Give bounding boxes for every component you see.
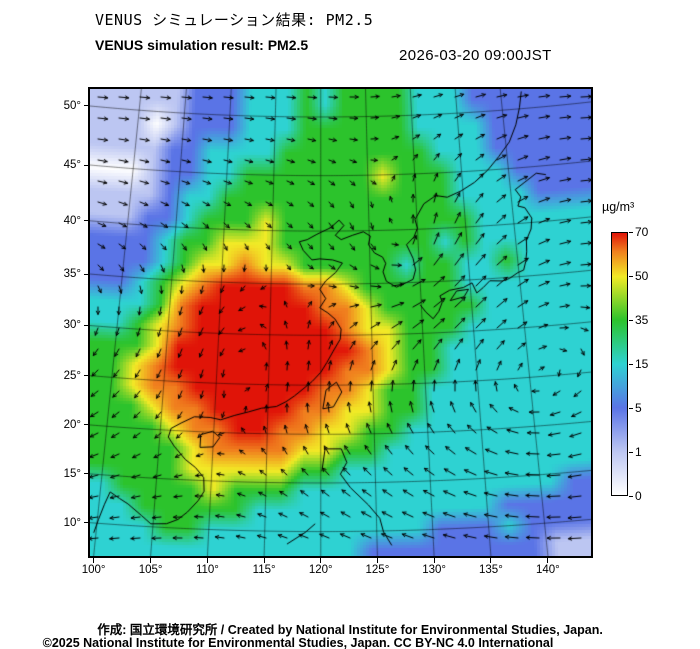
colorbar-tick-label: 50: [635, 269, 649, 283]
lon-tick-mark: [150, 558, 152, 563]
colorbar-tick-mark: [629, 407, 633, 409]
lon-tick-label: 105°: [138, 564, 163, 576]
pm25-map-canvas: [90, 89, 591, 556]
lon-tick-label: 110°: [195, 564, 219, 576]
lon-tick-label: 130°: [422, 564, 447, 576]
map-frame: [88, 87, 593, 558]
colorbar-tick-mark: [629, 319, 633, 321]
lon-tick-mark: [433, 558, 435, 563]
lon-tick-label: 115°: [252, 564, 276, 576]
lon-tick-mark: [490, 558, 492, 563]
colorbar-tick-mark: [629, 363, 633, 365]
colorbar-tick-label: 5: [635, 401, 642, 415]
license-line: ©2025 National Institute for Environment…: [42, 636, 554, 649]
colorbar-tick-label: 15: [635, 357, 649, 371]
colorbar-tick-mark: [629, 275, 633, 277]
lon-tick-label: 135°: [479, 564, 503, 576]
lat-tick-label: 40°: [63, 214, 81, 227]
colorbar-tick-mark: [629, 451, 633, 453]
colorbar-tick-label: 1: [635, 445, 642, 459]
colorbar-tick-label: 0: [635, 489, 642, 503]
colorbar-tick-mark: [629, 231, 633, 233]
lat-tick-label: 45°: [63, 159, 81, 171]
colorbar-unit-label: µg/m³: [602, 200, 635, 214]
colorbar-gradient: [611, 232, 628, 496]
lon-tick-mark: [320, 558, 322, 563]
lon-tick-label: 120°: [308, 564, 333, 576]
lat-tick-label: 10°: [63, 516, 81, 529]
valid-time-label: 2026-03-20 09:00JST: [399, 47, 552, 64]
lat-tick-label: 15°: [63, 467, 81, 480]
lon-tick-label: 140°: [535, 564, 560, 576]
colorbar-tick-mark: [629, 495, 633, 497]
lon-tick-mark: [547, 558, 549, 563]
lat-tick-label: 20°: [63, 418, 81, 431]
lon-tick-mark: [263, 558, 265, 563]
page-title-japanese: VENUS シミュレーション結果: PM2.5: [95, 11, 374, 29]
lon-tick-label: 100°: [81, 564, 106, 576]
credit-line: 作成: 国立環境研究所 / Created by National Instit…: [97, 623, 603, 637]
lat-tick-label: 50°: [63, 99, 81, 112]
lon-tick-mark: [206, 558, 208, 563]
lat-tick-label: 35°: [63, 268, 81, 281]
colorbar-tick-label: 70: [635, 225, 649, 239]
lon-tick-label: 125°: [365, 564, 390, 576]
colorbar-tick-label: 35: [635, 313, 649, 327]
lon-tick-mark: [93, 558, 95, 563]
lat-tick-label: 25°: [63, 369, 81, 382]
lon-tick-mark: [376, 558, 378, 563]
lat-tick-label: 30°: [63, 319, 81, 332]
page-title-english: VENUS simulation result: PM2.5: [95, 37, 309, 53]
